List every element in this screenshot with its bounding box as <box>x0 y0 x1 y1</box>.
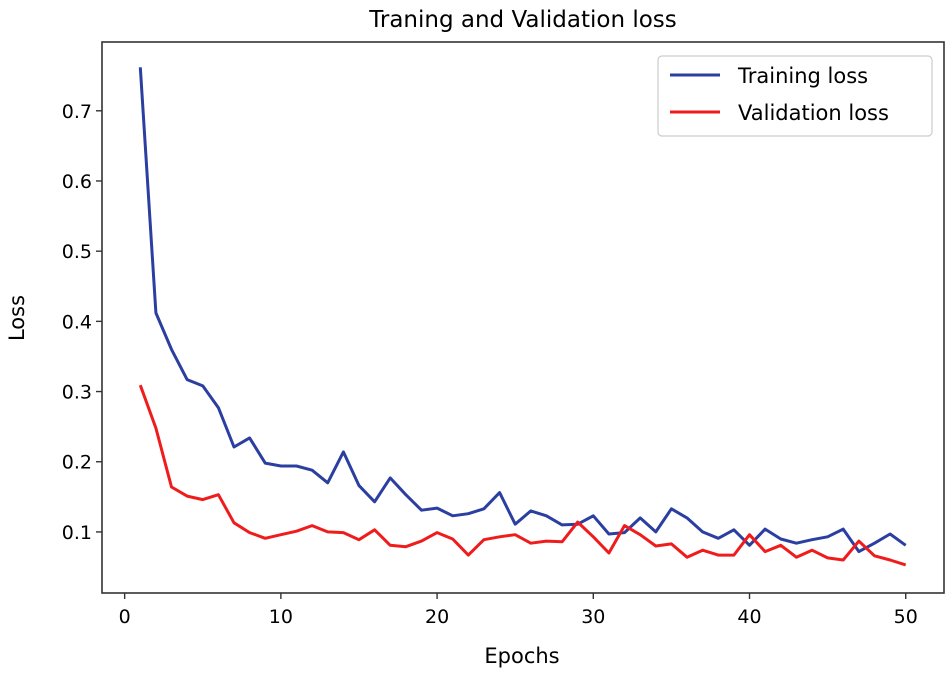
plot-frame <box>101 41 945 594</box>
y-tick-label: 0.1 <box>62 522 92 544</box>
legend-label-validation: Validation loss <box>738 101 889 125</box>
legend-label-training: Training loss <box>737 64 868 88</box>
x-axis-label: Epochs <box>484 644 559 668</box>
x-tick-label: 40 <box>737 606 761 628</box>
validation-loss-line <box>138 384 907 567</box>
legend: Training loss Validation loss <box>657 55 933 137</box>
y-tick-label: 0.5 <box>62 241 92 263</box>
x-tick-label: 10 <box>269 606 293 628</box>
x-tick-label: 0 <box>119 606 131 628</box>
x-tick-label: 20 <box>425 606 449 628</box>
x-tick-label: 50 <box>894 606 918 628</box>
legend-box <box>657 55 933 137</box>
training-loss-line <box>138 67 907 554</box>
y-tick-label: 0.6 <box>62 171 92 193</box>
y-tick-label: 0.4 <box>62 311 92 333</box>
y-tick-label: 0.7 <box>62 101 92 123</box>
y-tick-label: 0.3 <box>62 382 92 404</box>
y-axis-label: Loss <box>5 295 29 341</box>
y-tick-label: 0.2 <box>62 452 92 474</box>
chart-title: Traning and Validation loss <box>368 7 677 33</box>
x-tick-label: 30 <box>581 606 605 628</box>
